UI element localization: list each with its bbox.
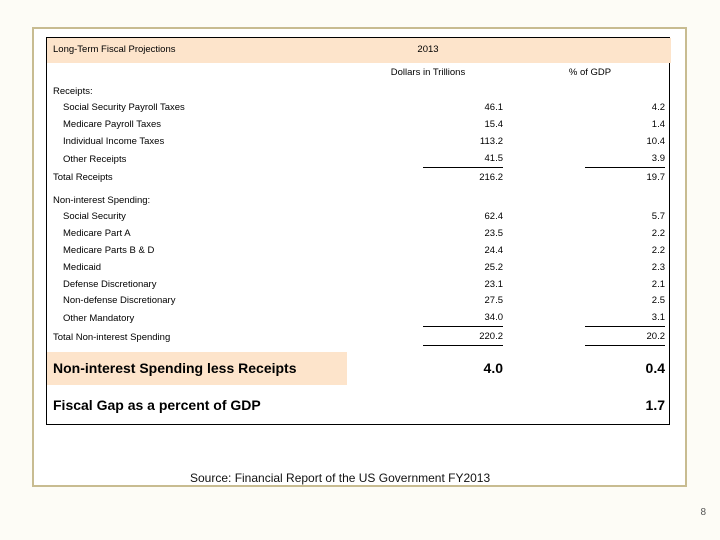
table-title: Long-Term Fiscal Projections <box>47 38 347 63</box>
spending-title-label: Non-interest Spending: <box>47 187 347 210</box>
row-val2: 3.9 <box>509 151 671 170</box>
summary-val2: 0.4 <box>509 352 671 385</box>
slide-frame: Long-Term Fiscal Projections 2013 Dollar… <box>32 27 687 487</box>
spending-section-title: Non-interest Spending: <box>47 187 669 210</box>
row-val2: 4.2 <box>509 100 671 117</box>
table-row: Other Mandatory 34.0 3.1 <box>47 310 669 329</box>
row-val1: 113.2 <box>347 134 509 151</box>
row-label: Medicare Parts B & D <box>47 243 347 260</box>
row-val2: 2.1 <box>509 277 671 294</box>
receipts-total-row: Total Receipts 216.2 19.7 <box>47 170 669 187</box>
spending-total-row: Total Non-interest Spending 220.2 20.2 <box>47 329 669 348</box>
table-header-row: Long-Term Fiscal Projections 2013 <box>47 38 669 63</box>
row-val1: 27.5 <box>347 293 509 310</box>
row-val1: 23.1 <box>347 277 509 294</box>
row-label: Defense Discretionary <box>47 277 347 294</box>
table-row: Social Security 62.4 5.7 <box>47 209 669 226</box>
row-val1: 62.4 <box>347 209 509 226</box>
subheader-blank <box>47 63 347 84</box>
summary-val2: 1.7 <box>509 389 671 422</box>
row-val1: 34.0 <box>347 310 509 329</box>
header-year: 2013 <box>347 38 509 63</box>
row-val2: 2.2 <box>509 243 671 260</box>
row-val2: 2.5 <box>509 293 671 310</box>
row-val2: 10.4 <box>509 134 671 151</box>
total-label: Total Non-interest Spending <box>47 329 347 348</box>
row-val1: 25.2 <box>347 260 509 277</box>
table-row: Social Security Payroll Taxes 46.1 4.2 <box>47 100 669 117</box>
table-subheader-row: Dollars in Trillions % of GDP <box>47 63 669 84</box>
row-label: Social Security <box>47 209 347 226</box>
row-val1: 41.5 <box>347 151 509 170</box>
receipts-title-label: Receipts: <box>47 84 347 101</box>
page-number: 8 <box>700 507 706 518</box>
row-label: Other Receipts <box>47 151 347 170</box>
total-val2: 19.7 <box>509 170 671 187</box>
col-gdp: % of GDP <box>509 63 671 84</box>
row-val1: 15.4 <box>347 117 509 134</box>
table-row: Non-defense Discretionary 27.5 2.5 <box>47 293 669 310</box>
total-val1: 216.2 <box>347 170 509 187</box>
table-row: Medicare Part A 23.5 2.2 <box>47 226 669 243</box>
summary-row-2: Fiscal Gap as a percent of GDP 1.7 <box>47 389 669 422</box>
row-val1: 23.5 <box>347 226 509 243</box>
fiscal-table: Long-Term Fiscal Projections 2013 Dollar… <box>46 37 670 425</box>
row-val2: 3.1 <box>509 310 671 329</box>
table-row: Other Receipts 41.5 3.9 <box>47 151 669 170</box>
row-val2: 2.2 <box>509 226 671 243</box>
summary-val1: 4.0 <box>347 352 509 385</box>
summary-label: Fiscal Gap as a percent of GDP <box>47 389 347 422</box>
table-row: Medicare Payroll Taxes 15.4 1.4 <box>47 117 669 134</box>
row-label: Other Mandatory <box>47 310 347 329</box>
row-val1: 24.4 <box>347 243 509 260</box>
row-label: Non-defense Discretionary <box>47 293 347 310</box>
header-blank <box>509 38 671 63</box>
total-val2: 20.2 <box>509 329 671 348</box>
table-row: Defense Discretionary 23.1 2.1 <box>47 277 669 294</box>
source-citation: Source: Financial Report of the US Gover… <box>190 471 490 485</box>
total-val1: 220.2 <box>347 329 509 348</box>
row-val2: 2.3 <box>509 260 671 277</box>
row-label: Medicare Payroll Taxes <box>47 117 347 134</box>
summary-label: Non-interest Spending less Receipts <box>47 352 347 385</box>
table-row: Medicaid 25.2 2.3 <box>47 260 669 277</box>
receipts-section-title: Receipts: <box>47 84 669 101</box>
row-label: Social Security Payroll Taxes <box>47 100 347 117</box>
table-row: Medicare Parts B & D 24.4 2.2 <box>47 243 669 260</box>
row-label: Medicare Part A <box>47 226 347 243</box>
row-label: Medicaid <box>47 260 347 277</box>
row-val1: 46.1 <box>347 100 509 117</box>
col-dollars: Dollars in Trillions <box>347 63 509 84</box>
summary-row-1: Non-interest Spending less Receipts 4.0 … <box>47 352 669 385</box>
row-val2: 1.4 <box>509 117 671 134</box>
total-label: Total Receipts <box>47 170 347 187</box>
summary-val1 <box>347 389 509 422</box>
table-row: Individual Income Taxes 113.2 10.4 <box>47 134 669 151</box>
row-val2: 5.7 <box>509 209 671 226</box>
row-label: Individual Income Taxes <box>47 134 347 151</box>
